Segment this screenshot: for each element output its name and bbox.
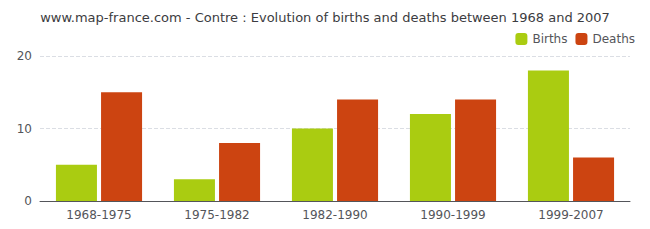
- svg-text:Births: Births: [532, 32, 567, 46]
- svg-text:1968-1975: 1968-1975: [66, 208, 131, 222]
- svg-text:0: 0: [24, 194, 32, 208]
- svg-text:Deaths: Deaths: [592, 32, 635, 46]
- svg-text:1982-1990: 1982-1990: [302, 208, 367, 222]
- svg-text:www.map-france.com - Contre :: www.map-france.com - Contre : Evolution …: [40, 10, 610, 25]
- svg-text:20: 20: [17, 49, 32, 63]
- svg-text:1975-1982: 1975-1982: [184, 208, 249, 222]
- svg-text:1999-2007: 1999-2007: [538, 208, 603, 222]
- svg-text:1990-1999: 1990-1999: [420, 208, 485, 222]
- svg-text:10: 10: [17, 122, 32, 136]
